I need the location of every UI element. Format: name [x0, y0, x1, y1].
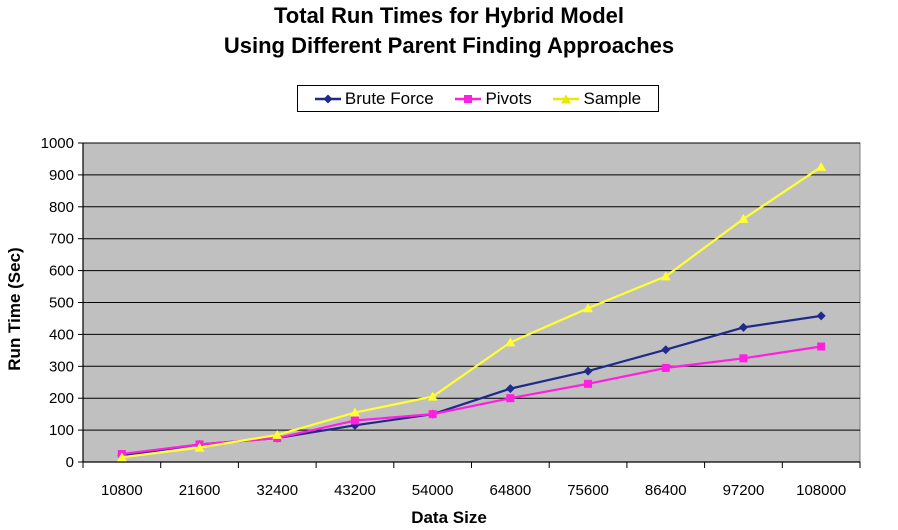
legend-swatch-brute-force	[314, 94, 341, 103]
data-point-brute-force	[505, 384, 515, 394]
legend-item-brute-force: Brute Force	[314, 88, 434, 109]
data-point-pivots	[428, 410, 437, 419]
y-tick-label: 800	[49, 199, 74, 216]
x-tick-label: 21600	[179, 482, 221, 499]
x-tick-label: 75600	[567, 482, 609, 499]
y-tick-label: 400	[49, 326, 74, 343]
legend-item-sample: Sample	[553, 89, 641, 109]
legend-label-pivots: Pivots	[485, 88, 532, 108]
chart-subtitle: Using Different Parent Finding Approache…	[223, 33, 675, 58]
x-tick-label: 54000	[412, 482, 454, 499]
data-point-sample	[660, 271, 671, 281]
legend-swatch-pivots	[455, 94, 482, 103]
data-point-sample	[505, 337, 516, 347]
x-tick-label: 97200	[723, 482, 765, 499]
data-point-pivots	[350, 416, 359, 425]
data-point-sample	[427, 391, 438, 401]
y-tick-label: 200	[49, 390, 74, 407]
y-tick-label: 500	[49, 295, 74, 312]
data-point-sample	[583, 303, 594, 313]
data-point-brute-force	[816, 311, 826, 321]
y-tick-label: 300	[49, 358, 74, 375]
x-tick-label: 108000	[796, 482, 846, 499]
x-tick-label: 64800	[489, 482, 531, 499]
data-point-pivots	[506, 394, 515, 403]
legend-label-brute-force: Brute Force	[344, 88, 434, 108]
data-point-sample	[349, 407, 360, 417]
data-point-pivots	[661, 363, 670, 372]
y-tick-label: 100	[49, 422, 74, 439]
data-point-sample	[116, 452, 127, 462]
y-tick-label: 900	[49, 167, 74, 184]
x-tick-label: 10800	[101, 482, 143, 499]
data-point-pivots	[739, 354, 748, 363]
x-tick-label: 43200	[334, 482, 376, 499]
legend-item-pivots: Pivots	[455, 88, 532, 109]
y-tick-label: 0	[66, 454, 74, 471]
x-axis-label: Data Size	[411, 508, 487, 527]
y-tick-label: 700	[49, 231, 74, 248]
y-tick-label: 1000	[41, 135, 74, 152]
legend-swatch-sample	[553, 94, 580, 103]
data-point-brute-force	[583, 366, 593, 376]
data-point-sample	[272, 429, 283, 439]
chart-legend: Brute Force Pivots Sample	[297, 85, 659, 112]
data-point-sample	[194, 442, 205, 452]
chart-title: Total Run Times for Hybrid Model	[274, 3, 624, 28]
data-point-sample	[816, 161, 827, 171]
y-tick-label: 600	[49, 263, 74, 280]
series-line-sample	[121, 166, 822, 459]
data-point-brute-force	[738, 322, 748, 332]
legend-label-sample: Sample	[583, 88, 642, 108]
data-point-sample	[738, 213, 749, 223]
data-point-pivots	[584, 379, 593, 388]
x-tick-label: 32400	[256, 482, 298, 499]
data-point-brute-force	[661, 345, 671, 355]
data-point-pivots	[817, 342, 826, 351]
x-tick-label: 86400	[645, 482, 687, 499]
